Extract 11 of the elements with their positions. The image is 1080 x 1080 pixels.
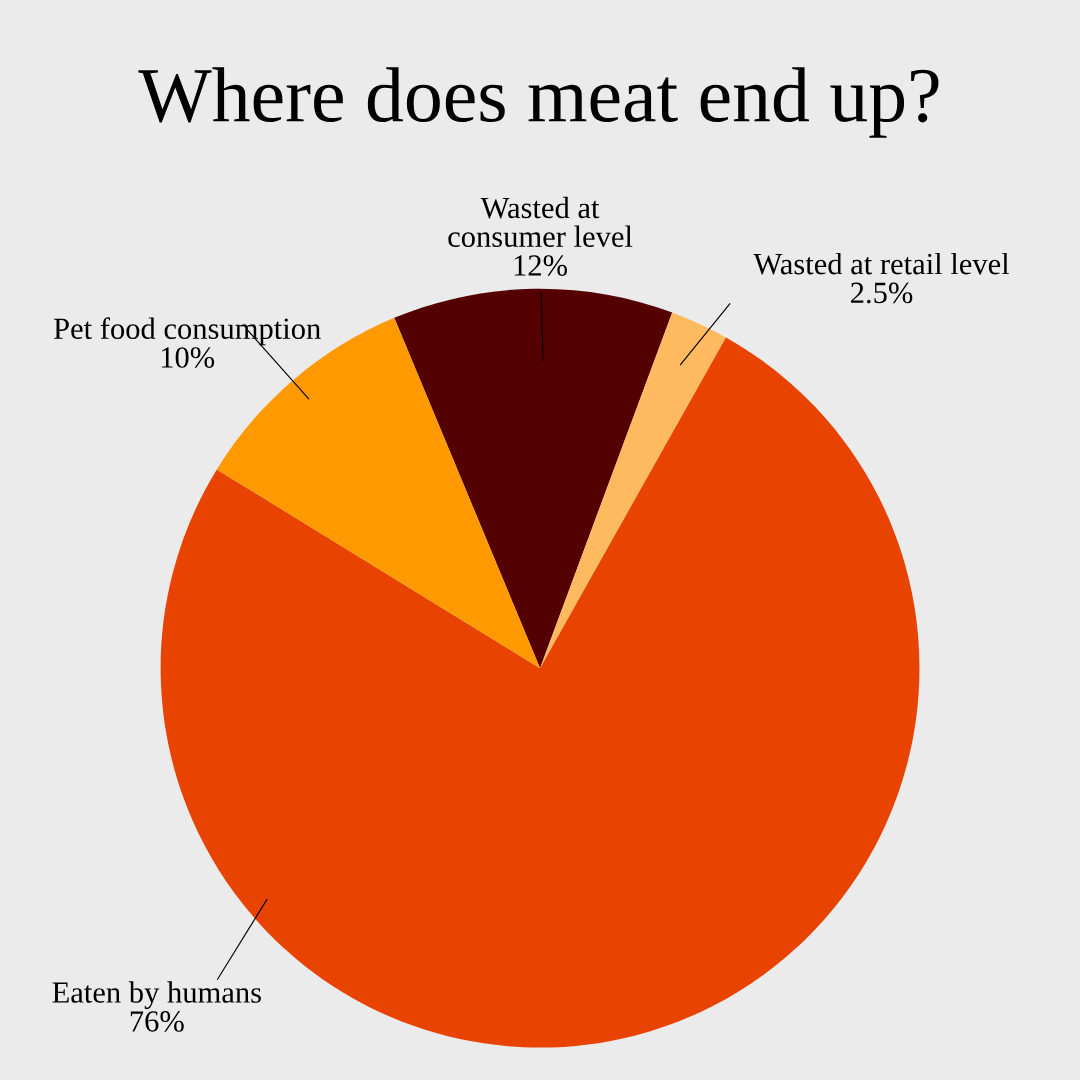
pie-slice bbox=[540, 312, 726, 669]
slice-label: Pet food consumption bbox=[53, 317, 321, 346]
data-label: 2.5% bbox=[851, 282, 913, 304]
data-label: 10% bbox=[161, 347, 215, 368]
data-label: 12% bbox=[514, 255, 568, 276]
pie-slice bbox=[394, 288, 673, 669]
slice-label: Eaten by humans bbox=[52, 981, 261, 1010]
chart-title: Where does meat end up? bbox=[138, 67, 939, 138]
slice-label: Wasted at consumer level bbox=[448, 196, 633, 248]
slice-label: Wasted at retail level bbox=[753, 252, 1010, 275]
data-label: 76% bbox=[130, 1011, 184, 1032]
